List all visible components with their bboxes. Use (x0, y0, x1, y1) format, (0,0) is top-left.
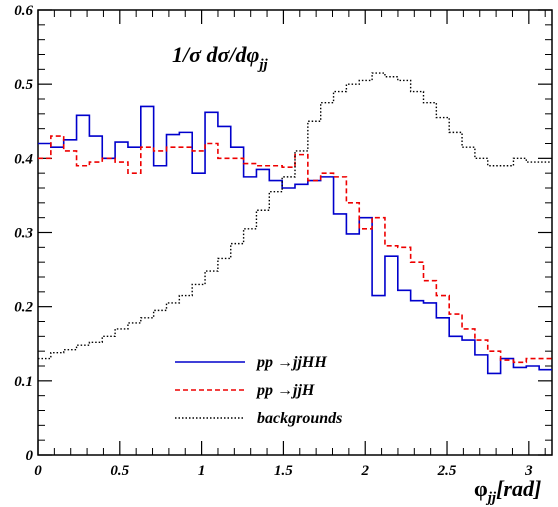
x-tick-label: 0.5 (110, 463, 129, 479)
y-tick-label: 0 (26, 448, 34, 464)
legend-jjh-right: jjH (290, 382, 315, 399)
legend: pp →jjHH pp →jjH backgrounds (175, 354, 342, 427)
chart-title-main: 1/σ dσ/dφ (172, 42, 259, 67)
x-axis-label-unit: [rad] (496, 476, 541, 501)
legend-label-backgrounds: backgrounds (257, 410, 342, 427)
chart-title: 1/σ dσ/dφjj (172, 42, 268, 73)
legend-jjhh-left: pp (255, 354, 273, 371)
series-line-0 (38, 105, 552, 375)
legend-jjh-left: pp (255, 382, 273, 399)
y-tick-label: 0.4 (14, 151, 33, 167)
y-tick-label: 0.6 (14, 3, 33, 19)
x-tick-label: 1.5 (274, 463, 293, 479)
series-line-1 (38, 135, 552, 364)
y-tick-label: 0.2 (14, 300, 33, 316)
series-line-2 (38, 72, 552, 360)
axis-tick-labels: 0 0.1 0.2 0.3 0.4 0.5 0.6 0 0.5 1 1.5 2 2.5 3 (14, 3, 533, 479)
y-tick-label: 0.5 (14, 77, 33, 93)
legend-jjhh-arrow: → (277, 354, 293, 371)
y-tick-label: 0.1 (14, 374, 33, 390)
x-axis-label-sub: jj (486, 490, 497, 506)
x-axis-label-main: φ (474, 476, 488, 501)
x-tick-label: 3 (524, 463, 533, 479)
x-tick-label: 2.5 (437, 463, 457, 479)
y-tick-label: 0.3 (14, 226, 33, 242)
chart-title-sub: jj (257, 57, 268, 73)
legend-label-jjhh: pp →jjHH (255, 354, 327, 371)
legend-jjh-arrow: → (277, 382, 293, 399)
legend-label-jjh: pp →jjH (255, 382, 315, 399)
x-axis-label: φjj[rad] (474, 476, 541, 506)
x-tick-label: 0 (34, 463, 42, 479)
x-tick-label: 2 (360, 463, 369, 479)
axis-ticks (37, 9, 552, 456)
x-tick-label: 1 (198, 463, 206, 479)
legend-jjhh-right: jjHH (290, 354, 327, 371)
series-group (38, 72, 552, 375)
